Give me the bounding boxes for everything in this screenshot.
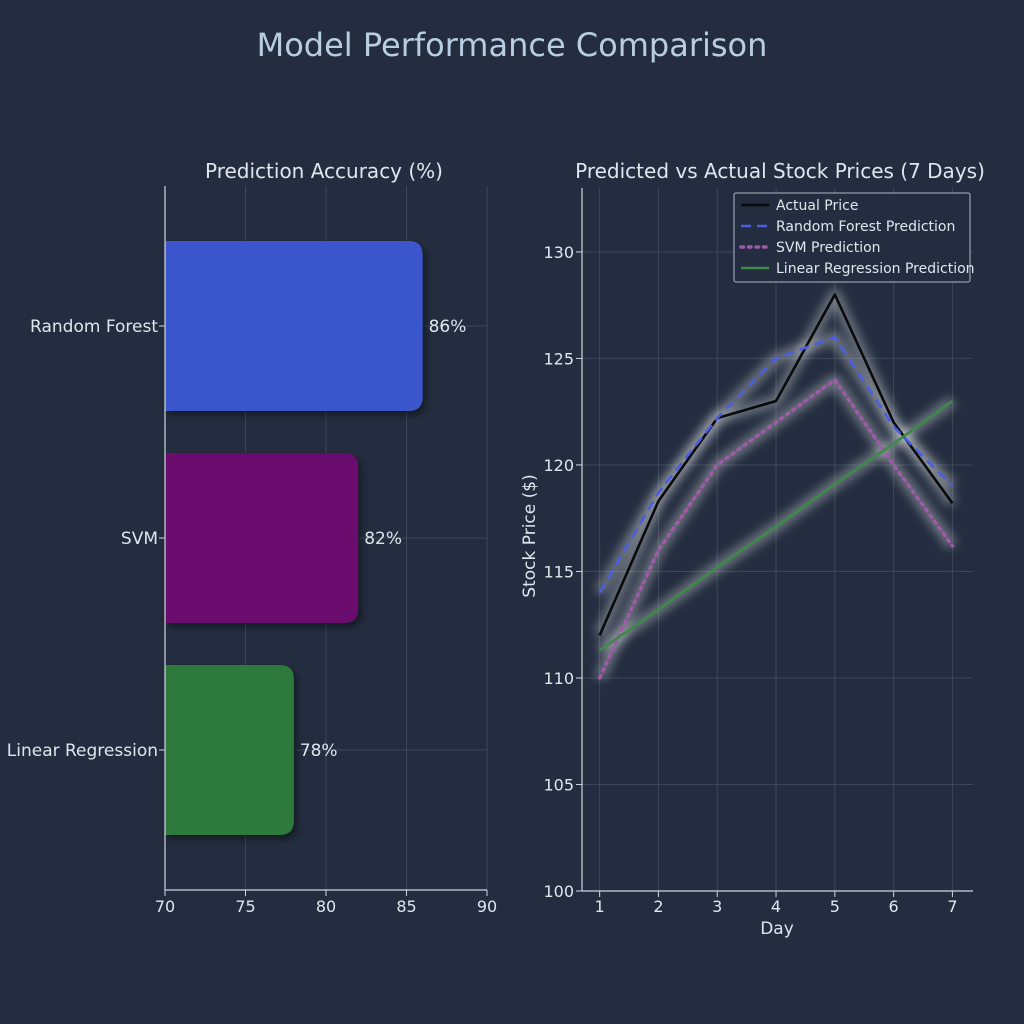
- legend-entry: Linear Regression Prediction: [776, 261, 975, 277]
- bar-category-label: SVM: [121, 529, 158, 549]
- line-chart-legend: Actual Price Random Forest Prediction SVM …: [733, 192, 975, 283]
- line-x-tick-label: 5: [830, 897, 840, 916]
- line-y-tick-label: 110: [543, 669, 574, 688]
- bar-chart-axes: [159, 186, 488, 896]
- line-chart-grid: [582, 188, 973, 892]
- bar-linear-regression: [165, 665, 294, 835]
- line-y-tick-label: 120: [543, 456, 574, 475]
- line-x-tick-labels: 1 2 3 4 5 6 7: [595, 897, 958, 916]
- line-x-tick-label: 7: [947, 897, 957, 916]
- line-x-tick-label: 3: [712, 897, 722, 916]
- series-line-linear-regression-prediction: [598, 399, 954, 652]
- series-line-actual-price: [598, 293, 954, 636]
- main-title: Model Performance Comparison: [257, 26, 768, 64]
- bar-category-labels: Random Forest SVM Linear Regression: [7, 317, 159, 761]
- line-y-tick-label: 125: [543, 349, 574, 368]
- series-line-svm-prediction: [597, 377, 955, 680]
- bar-x-tick-label: 70: [155, 897, 175, 916]
- bar-value-label: 78%: [300, 741, 338, 761]
- line-chart-title: Predicted vs Actual Stock Prices (7 Days…: [575, 159, 985, 183]
- line-y-tick-label: 115: [543, 562, 574, 581]
- bar-x-tick-label: 80: [316, 897, 336, 916]
- accuracy-bar-chart: Prediction Accuracy (%) 86% 82% 78% Random…: [7, 159, 497, 916]
- bar-x-tick-label: 85: [396, 897, 416, 916]
- line-series: [597, 293, 955, 680]
- line-x-tick-label: 4: [771, 897, 781, 916]
- line-x-tick-label: 6: [889, 897, 899, 916]
- bar-x-tick-label: 75: [235, 897, 255, 916]
- bar-category-label: Linear Regression: [7, 741, 158, 761]
- line-y-tick-labels: 100 105 110 115 120 125 130: [543, 243, 574, 901]
- bar-x-tick-label: 90: [477, 897, 497, 916]
- line-x-tick-label: 1: [595, 897, 605, 916]
- bar-chart-bars: [165, 241, 423, 835]
- bar-random-forest: [165, 241, 423, 411]
- line-y-tick-label: 100: [543, 882, 574, 901]
- legend-entry: Actual Price: [776, 198, 858, 214]
- line-chart-axes: [576, 188, 973, 897]
- line-y-axis-label: Stock Price ($): [520, 474, 540, 597]
- series-line-random-forest-prediction: [598, 335, 954, 594]
- bar-value-label: 82%: [364, 529, 402, 549]
- legend-entry: Random Forest Prediction: [776, 219, 955, 235]
- legend-frame: [733, 192, 971, 283]
- legend-entry: SVM Prediction: [776, 240, 881, 256]
- bar-category-label: Random Forest: [30, 317, 158, 337]
- stock-price-line-chart: Predicted vs Actual Stock Prices (7 Days…: [520, 159, 985, 939]
- bar-value-labels: 86% 82% 78%: [300, 317, 467, 761]
- line-x-tick-label: 2: [653, 897, 663, 916]
- bar-chart-title: Prediction Accuracy (%): [205, 159, 443, 183]
- bar-value-label: 86%: [429, 317, 467, 337]
- line-x-axis-label: Day: [760, 919, 794, 939]
- bar-x-tick-labels: 70 75 80 85 90: [155, 897, 497, 916]
- line-y-tick-label: 130: [543, 243, 574, 262]
- bar-svm: [165, 453, 359, 623]
- line-y-tick-label: 105: [543, 775, 574, 794]
